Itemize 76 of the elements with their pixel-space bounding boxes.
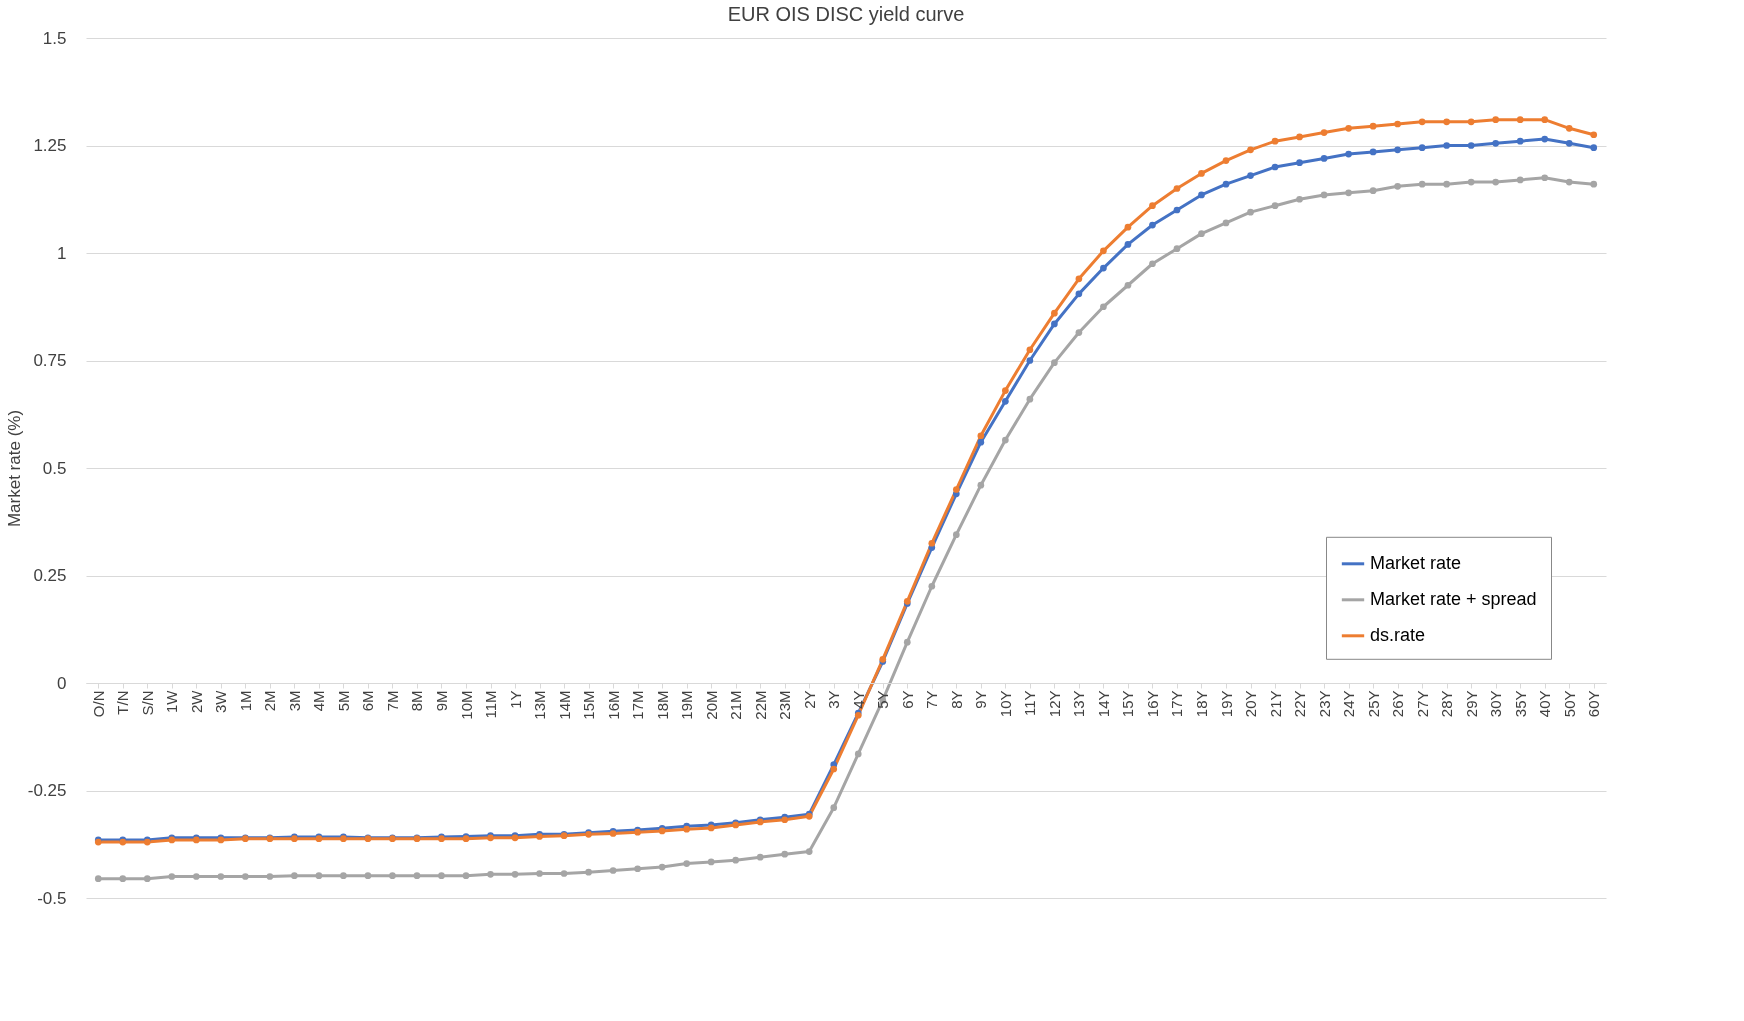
x-tick-label: 3Y [825, 690, 843, 709]
x-tick-label: 5M [334, 690, 352, 712]
x-tick-label: 4M [310, 690, 328, 712]
x-tick-label: 11M [482, 690, 500, 719]
x-tick-label: S/N [138, 690, 156, 716]
y-axis-title: Market rate (%) [4, 409, 24, 528]
x-tick-label: 6M [359, 690, 377, 712]
x-tick-label: 28Y [1438, 690, 1456, 718]
x-tick-label: 2M [261, 690, 279, 712]
x-tick-label: 13Y [1070, 690, 1088, 718]
x-tick-label: 8M [408, 690, 426, 712]
x-tick-label: 15M [580, 690, 598, 720]
legend-label: Market rate + spread [1370, 588, 1537, 609]
x-tick-label: 18Y [1192, 690, 1210, 718]
x-tick-label: 50Y [1560, 690, 1578, 718]
y-tick-label: 1 [57, 243, 67, 263]
y-tick-label: -0.25 [27, 781, 67, 800]
x-tick-label: 60Y [1585, 690, 1603, 718]
y-tick-label: 0.5 [42, 458, 67, 478]
x-tick-label: 1M [236, 690, 254, 712]
x-tick-label: 30Y [1487, 690, 1505, 718]
x-tick-label: 23Y [1315, 690, 1333, 718]
legend-label: Market rate [1370, 552, 1462, 573]
x-tick-label: 1W [163, 689, 181, 713]
x-tick-label: 7M [383, 690, 401, 712]
x-tick-label: 10Y [996, 690, 1014, 718]
x-tick-label: 1Y [506, 690, 524, 709]
x-tick-label: 23M [776, 690, 794, 720]
x-tick-label: 19M [678, 690, 696, 720]
x-tick-label: 12Y [1045, 690, 1063, 718]
x-tick-label: 21M [727, 690, 745, 720]
x-tick-label: 16Y [1143, 690, 1161, 718]
x-tick-label: 22M [751, 690, 769, 720]
x-tick-label: 2W [187, 689, 205, 713]
x-tick-label: 13M [531, 690, 549, 720]
x-tick-label: 26Y [1389, 690, 1407, 718]
x-tick-label: 6Y [898, 690, 916, 709]
legend-label: ds.rate [1370, 624, 1426, 645]
x-tick-label: 35Y [1511, 690, 1529, 718]
x-tick-label: 29Y [1462, 690, 1480, 718]
x-tick-label: 2Y [800, 690, 818, 709]
x-tick-label: 11Y [1021, 690, 1039, 717]
x-tick-label: T/N [114, 690, 132, 715]
x-tick-label: 7Y [923, 690, 941, 709]
x-tick-label: 4Y [849, 690, 867, 709]
x-tick-label: 22Y [1291, 690, 1309, 718]
x-tick-label: 8Y [947, 690, 965, 709]
y-tick-label: 0.75 [33, 351, 67, 370]
x-tick-label: 20M [702, 690, 720, 720]
y-tick-label: 0 [57, 673, 67, 693]
x-tick-label: 17M [629, 690, 647, 720]
x-tick-label: 40Y [1536, 690, 1554, 718]
x-tick-label: 15Y [1119, 690, 1137, 718]
x-tick-label: 14M [555, 690, 573, 720]
x-tick-label: O/N [89, 690, 107, 718]
x-tick-label: 16M [604, 690, 622, 720]
x-tick-label: 19Y [1217, 690, 1235, 718]
y-tick-label: 1.25 [33, 136, 67, 155]
x-tick-label: 9M [432, 690, 450, 712]
x-tick-label: 24Y [1340, 690, 1358, 718]
y-tick-label: 0.25 [33, 566, 67, 585]
x-tick-label: 27Y [1413, 690, 1431, 718]
x-tick-label: 3W [212, 689, 230, 713]
y-tick-label: -0.5 [37, 888, 67, 908]
x-tick-label: 20Y [1242, 690, 1260, 718]
y-tick-label: 1.5 [42, 28, 67, 48]
x-tick-label: 17Y [1168, 690, 1186, 718]
x-tick-label: 9Y [972, 690, 990, 709]
x-tick-label: 10M [457, 690, 475, 720]
x-tick-label: 14Y [1094, 690, 1112, 718]
x-tick-label: 25Y [1364, 690, 1382, 718]
x-tick-label: 18M [653, 690, 671, 720]
x-tick-label: 21Y [1266, 690, 1284, 718]
chart-title: EUR OIS DISC yield curve [727, 3, 965, 25]
x-tick-label: 5Y [874, 690, 892, 709]
x-tick-label: 3M [285, 690, 303, 712]
